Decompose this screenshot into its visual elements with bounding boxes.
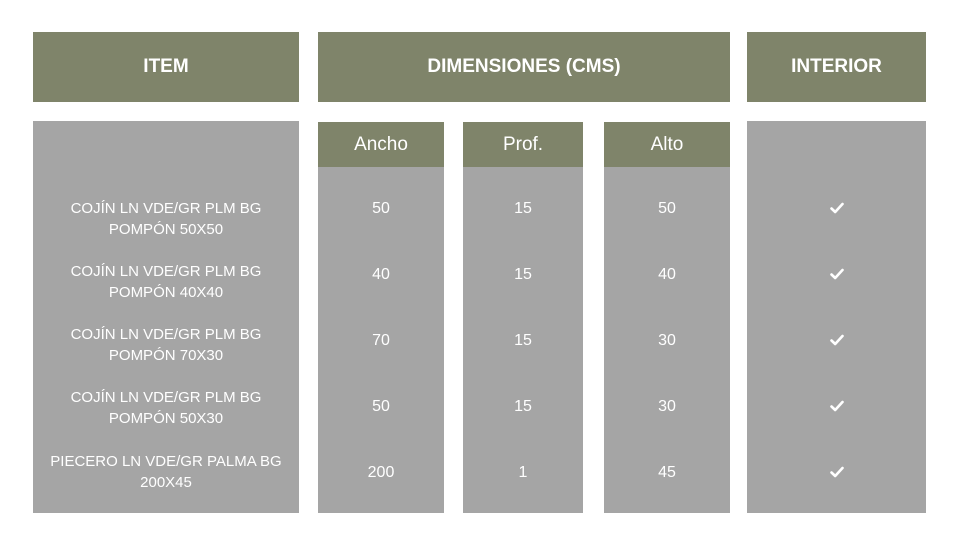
alto-column: Alto 50 40 30 30 45 [604, 122, 730, 513]
interior-cell [747, 450, 926, 494]
item-cell: COJÍN LN VDE/GR PLM BG POMPÓN 50X30 [70, 389, 262, 427]
alto-cell: 50 [658, 199, 676, 217]
ancho-cell: 50 [372, 397, 390, 415]
item-cell: PIECERO LN VDE/GR PALMA BG 200X45 [50, 453, 282, 491]
prof-cell: 15 [514, 331, 532, 349]
prof-cell: 15 [514, 265, 532, 283]
interior-cell [747, 252, 926, 296]
subheader-ancho: Ancho [318, 122, 444, 167]
interior-cell [747, 384, 926, 428]
ancho-cell: 70 [372, 331, 390, 349]
ancho-cell: 40 [372, 265, 390, 283]
header-dimensions: DIMENSIONES (CMS) [318, 32, 730, 102]
alto-cell: 30 [658, 331, 676, 349]
item-column: COJÍN LN VDE/GR PLM BG POMPÓN 50X50 COJÍ… [33, 121, 299, 513]
item-cell: COJÍN LN VDE/GR PLM BG POMPÓN 70X30 [70, 326, 262, 364]
ancho-cell: 200 [367, 463, 395, 481]
prof-cell: 15 [514, 199, 532, 217]
check-icon [829, 267, 844, 281]
alto-cell: 30 [658, 397, 676, 415]
subheader-alto: Alto [604, 122, 730, 167]
header-item: ITEM [33, 32, 299, 102]
check-icon [829, 399, 844, 413]
prof-column: Prof. 15 15 15 15 1 [463, 122, 583, 513]
interior-column [747, 121, 926, 513]
check-icon [829, 465, 844, 479]
header-interior: INTERIOR [747, 32, 926, 102]
interior-cell [747, 318, 926, 362]
check-icon [829, 333, 844, 347]
check-icon [829, 201, 844, 215]
subheader-prof: Prof. [463, 122, 583, 167]
alto-cell: 45 [658, 463, 676, 481]
interior-cell [747, 186, 926, 230]
prof-cell: 1 [518, 463, 528, 481]
ancho-cell: 50 [372, 199, 390, 217]
prof-cell: 15 [514, 397, 532, 415]
item-cell: COJÍN LN VDE/GR PLM BG POMPÓN 50X50 [70, 200, 262, 238]
item-cell: COJÍN LN VDE/GR PLM BG POMPÓN 40X40 [70, 263, 262, 301]
alto-cell: 40 [658, 265, 676, 283]
ancho-column: Ancho 50 40 70 50 200 [318, 122, 444, 513]
